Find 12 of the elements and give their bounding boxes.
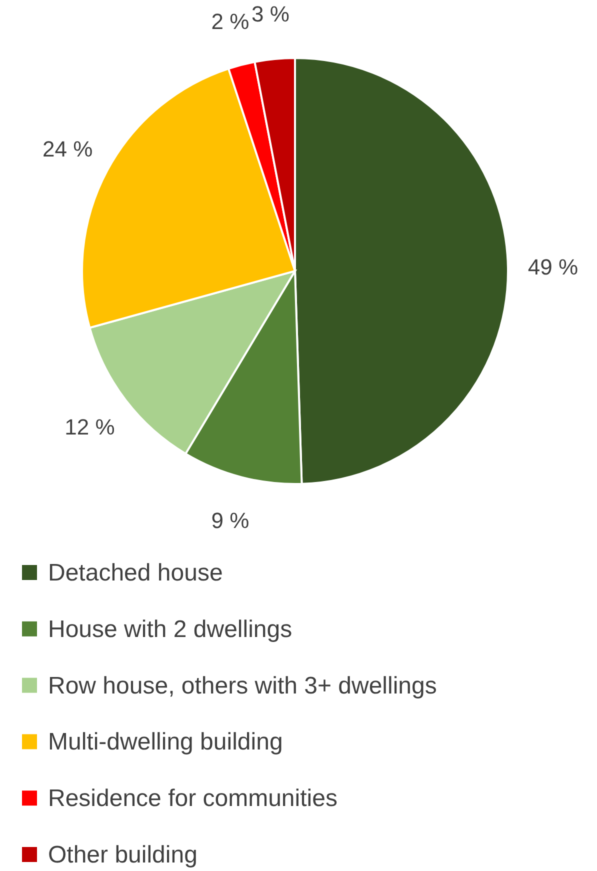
data-label: 12 % bbox=[64, 414, 115, 440]
data-label: 24 % bbox=[42, 136, 93, 162]
data-label: 2 % bbox=[211, 8, 250, 34]
legend-label: Residence for communities bbox=[48, 785, 338, 812]
legend-label: Row house, others with 3+ dwellings bbox=[48, 672, 437, 700]
legend-label: House with 2 dwellings bbox=[48, 616, 292, 643]
data-label: 3 % bbox=[252, 2, 290, 27]
legend-label: Other building bbox=[48, 842, 198, 868]
data-label: 49 % bbox=[528, 254, 578, 280]
legend-label: Multi-dwelling building bbox=[48, 728, 283, 756]
data-label: 9 % bbox=[211, 508, 250, 534]
legend-label: Detached house bbox=[48, 560, 223, 586]
